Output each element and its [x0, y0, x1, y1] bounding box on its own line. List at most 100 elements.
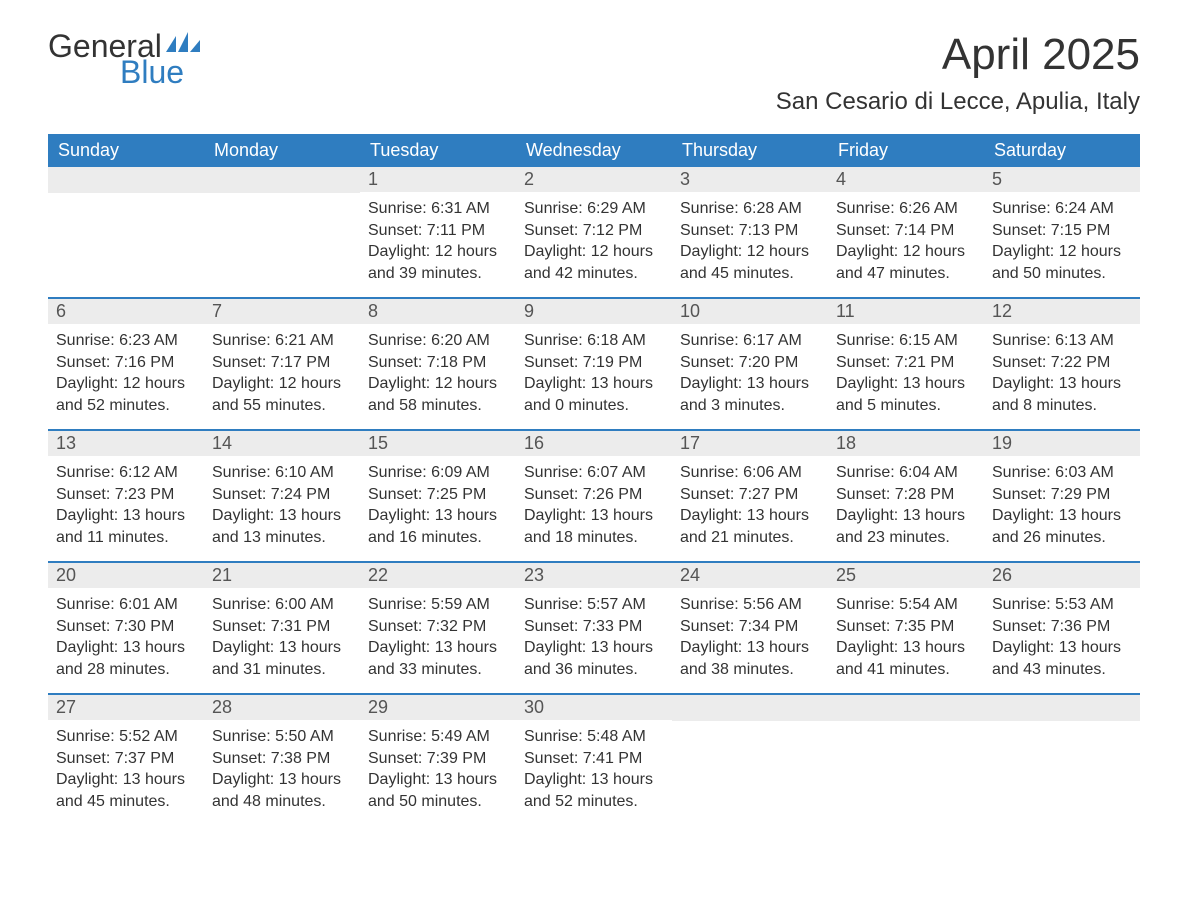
calendar-day-cell: 24Sunrise: 5:56 AMSunset: 7:34 PMDayligh… [672, 563, 828, 693]
daylight-text: Daylight: 13 hours and 33 minutes. [368, 637, 508, 680]
day-number: 10 [672, 299, 828, 324]
sunrise-text: Sunrise: 6:29 AM [524, 198, 664, 220]
day-details: Sunrise: 6:21 AMSunset: 7:17 PMDaylight:… [204, 324, 360, 428]
calendar-day-cell: 28Sunrise: 5:50 AMSunset: 7:38 PMDayligh… [204, 695, 360, 825]
brand-logo: General Blue [48, 30, 200, 88]
daylight-text: Daylight: 12 hours and 47 minutes. [836, 241, 976, 284]
sunset-text: Sunset: 7:18 PM [368, 352, 508, 374]
sunset-text: Sunset: 7:16 PM [56, 352, 196, 374]
calendar-day-cell: 2Sunrise: 6:29 AMSunset: 7:12 PMDaylight… [516, 167, 672, 297]
sunrise-text: Sunrise: 6:23 AM [56, 330, 196, 352]
day-details: Sunrise: 6:03 AMSunset: 7:29 PMDaylight:… [984, 456, 1140, 560]
sunset-text: Sunset: 7:37 PM [56, 748, 196, 770]
day-details: Sunrise: 6:20 AMSunset: 7:18 PMDaylight:… [360, 324, 516, 428]
calendar-week-row: 6Sunrise: 6:23 AMSunset: 7:16 PMDaylight… [48, 299, 1140, 429]
sunrise-text: Sunrise: 6:09 AM [368, 462, 508, 484]
day-number: 21 [204, 563, 360, 588]
calendar-day-cell: 7Sunrise: 6:21 AMSunset: 7:17 PMDaylight… [204, 299, 360, 429]
day-details: Sunrise: 5:59 AMSunset: 7:32 PMDaylight:… [360, 588, 516, 692]
day-number: 28 [204, 695, 360, 720]
day-details: Sunrise: 6:07 AMSunset: 7:26 PMDaylight:… [516, 456, 672, 560]
sunrise-text: Sunrise: 6:24 AM [992, 198, 1132, 220]
sunrise-text: Sunrise: 5:59 AM [368, 594, 508, 616]
weekday-header: Thursday [672, 134, 828, 167]
day-number [204, 167, 360, 193]
sunset-text: Sunset: 7:12 PM [524, 220, 664, 242]
day-details: Sunrise: 5:49 AMSunset: 7:39 PMDaylight:… [360, 720, 516, 824]
daylight-text: Daylight: 12 hours and 39 minutes. [368, 241, 508, 284]
sunrise-text: Sunrise: 6:12 AM [56, 462, 196, 484]
sunrise-text: Sunrise: 5:48 AM [524, 726, 664, 748]
day-details: Sunrise: 5:57 AMSunset: 7:33 PMDaylight:… [516, 588, 672, 692]
calendar-day-cell: 14Sunrise: 6:10 AMSunset: 7:24 PMDayligh… [204, 431, 360, 561]
day-number: 18 [828, 431, 984, 456]
daylight-text: Daylight: 13 hours and 8 minutes. [992, 373, 1132, 416]
sunset-text: Sunset: 7:32 PM [368, 616, 508, 638]
calendar-day-cell [984, 695, 1140, 825]
day-details: Sunrise: 6:01 AMSunset: 7:30 PMDaylight:… [48, 588, 204, 692]
sunset-text: Sunset: 7:39 PM [368, 748, 508, 770]
sunrise-text: Sunrise: 5:50 AM [212, 726, 352, 748]
daylight-text: Daylight: 13 hours and 26 minutes. [992, 505, 1132, 548]
daylight-text: Daylight: 13 hours and 18 minutes. [524, 505, 664, 548]
day-details: Sunrise: 6:31 AMSunset: 7:11 PMDaylight:… [360, 192, 516, 296]
calendar-table: Sunday Monday Tuesday Wednesday Thursday… [48, 134, 1140, 825]
sunrise-text: Sunrise: 5:53 AM [992, 594, 1132, 616]
calendar-day-cell: 21Sunrise: 6:00 AMSunset: 7:31 PMDayligh… [204, 563, 360, 693]
sunrise-text: Sunrise: 6:17 AM [680, 330, 820, 352]
day-details: Sunrise: 5:53 AMSunset: 7:36 PMDaylight:… [984, 588, 1140, 692]
daylight-text: Daylight: 13 hours and 23 minutes. [836, 505, 976, 548]
day-details: Sunrise: 6:13 AMSunset: 7:22 PMDaylight:… [984, 324, 1140, 428]
day-number: 24 [672, 563, 828, 588]
day-details: Sunrise: 5:56 AMSunset: 7:34 PMDaylight:… [672, 588, 828, 692]
day-number [984, 695, 1140, 721]
sunset-text: Sunset: 7:35 PM [836, 616, 976, 638]
daylight-text: Daylight: 12 hours and 55 minutes. [212, 373, 352, 416]
sunset-text: Sunset: 7:25 PM [368, 484, 508, 506]
daylight-text: Daylight: 13 hours and 52 minutes. [524, 769, 664, 812]
day-details: Sunrise: 6:24 AMSunset: 7:15 PMDaylight:… [984, 192, 1140, 296]
day-number: 17 [672, 431, 828, 456]
sunrise-text: Sunrise: 5:56 AM [680, 594, 820, 616]
day-number: 7 [204, 299, 360, 324]
calendar-day-cell: 29Sunrise: 5:49 AMSunset: 7:39 PMDayligh… [360, 695, 516, 825]
day-details: Sunrise: 5:52 AMSunset: 7:37 PMDaylight:… [48, 720, 204, 824]
daylight-text: Daylight: 13 hours and 41 minutes. [836, 637, 976, 680]
day-details: Sunrise: 5:50 AMSunset: 7:38 PMDaylight:… [204, 720, 360, 824]
sunset-text: Sunset: 7:13 PM [680, 220, 820, 242]
day-number: 8 [360, 299, 516, 324]
day-details: Sunrise: 6:17 AMSunset: 7:20 PMDaylight:… [672, 324, 828, 428]
daylight-text: Daylight: 13 hours and 36 minutes. [524, 637, 664, 680]
weekday-header: Monday [204, 134, 360, 167]
calendar-day-cell: 10Sunrise: 6:17 AMSunset: 7:20 PMDayligh… [672, 299, 828, 429]
calendar-day-cell: 8Sunrise: 6:20 AMSunset: 7:18 PMDaylight… [360, 299, 516, 429]
weekday-header: Wednesday [516, 134, 672, 167]
calendar-day-cell: 20Sunrise: 6:01 AMSunset: 7:30 PMDayligh… [48, 563, 204, 693]
day-details: Sunrise: 6:23 AMSunset: 7:16 PMDaylight:… [48, 324, 204, 428]
daylight-text: Daylight: 13 hours and 11 minutes. [56, 505, 196, 548]
sunset-text: Sunset: 7:34 PM [680, 616, 820, 638]
sunrise-text: Sunrise: 6:26 AM [836, 198, 976, 220]
sunset-text: Sunset: 7:36 PM [992, 616, 1132, 638]
day-number: 25 [828, 563, 984, 588]
sunrise-text: Sunrise: 6:21 AM [212, 330, 352, 352]
day-details: Sunrise: 6:18 AMSunset: 7:19 PMDaylight:… [516, 324, 672, 428]
sunrise-text: Sunrise: 6:31 AM [368, 198, 508, 220]
day-details: Sunrise: 6:06 AMSunset: 7:27 PMDaylight:… [672, 456, 828, 560]
calendar-day-cell: 26Sunrise: 5:53 AMSunset: 7:36 PMDayligh… [984, 563, 1140, 693]
daylight-text: Daylight: 13 hours and 0 minutes. [524, 373, 664, 416]
daylight-text: Daylight: 13 hours and 31 minutes. [212, 637, 352, 680]
calendar-day-cell: 23Sunrise: 5:57 AMSunset: 7:33 PMDayligh… [516, 563, 672, 693]
weekday-header: Friday [828, 134, 984, 167]
sunset-text: Sunset: 7:30 PM [56, 616, 196, 638]
sunrise-text: Sunrise: 6:04 AM [836, 462, 976, 484]
sunset-text: Sunset: 7:38 PM [212, 748, 352, 770]
day-number [48, 167, 204, 193]
day-details: Sunrise: 6:29 AMSunset: 7:12 PMDaylight:… [516, 192, 672, 296]
sunrise-text: Sunrise: 5:52 AM [56, 726, 196, 748]
day-number: 16 [516, 431, 672, 456]
daylight-text: Daylight: 13 hours and 5 minutes. [836, 373, 976, 416]
sunset-text: Sunset: 7:22 PM [992, 352, 1132, 374]
calendar-day-cell: 4Sunrise: 6:26 AMSunset: 7:14 PMDaylight… [828, 167, 984, 297]
sunset-text: Sunset: 7:15 PM [992, 220, 1132, 242]
